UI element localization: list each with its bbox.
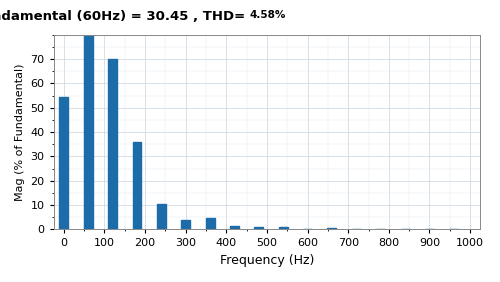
Bar <box>376 229 385 230</box>
Bar <box>352 229 361 230</box>
Bar <box>254 227 264 230</box>
Bar <box>60 97 68 230</box>
Bar <box>157 204 166 230</box>
X-axis label: Frequency (Hz): Frequency (Hz) <box>220 254 314 267</box>
Bar <box>206 218 214 230</box>
Text: 4.58%: 4.58% <box>250 10 286 20</box>
Y-axis label: Mag (% of Fundamental): Mag (% of Fundamental) <box>15 63 25 201</box>
Bar <box>182 220 190 230</box>
Bar <box>278 227 287 230</box>
Bar <box>230 226 239 230</box>
Bar <box>450 229 458 230</box>
Text: Fundamental (60Hz) = 30.45 , THD=: Fundamental (60Hz) = 30.45 , THD= <box>0 10 250 23</box>
Bar <box>84 0 92 230</box>
Bar <box>425 229 434 230</box>
Bar <box>108 59 117 230</box>
Bar <box>303 229 312 230</box>
Title: Fundamental (60Hz) = 30.45 , THD= 4.58%: Fundamental (60Hz) = 30.45 , THD= 4.58% <box>0 281 1 282</box>
Bar <box>400 229 409 230</box>
Bar <box>132 142 141 230</box>
Bar <box>328 228 336 230</box>
